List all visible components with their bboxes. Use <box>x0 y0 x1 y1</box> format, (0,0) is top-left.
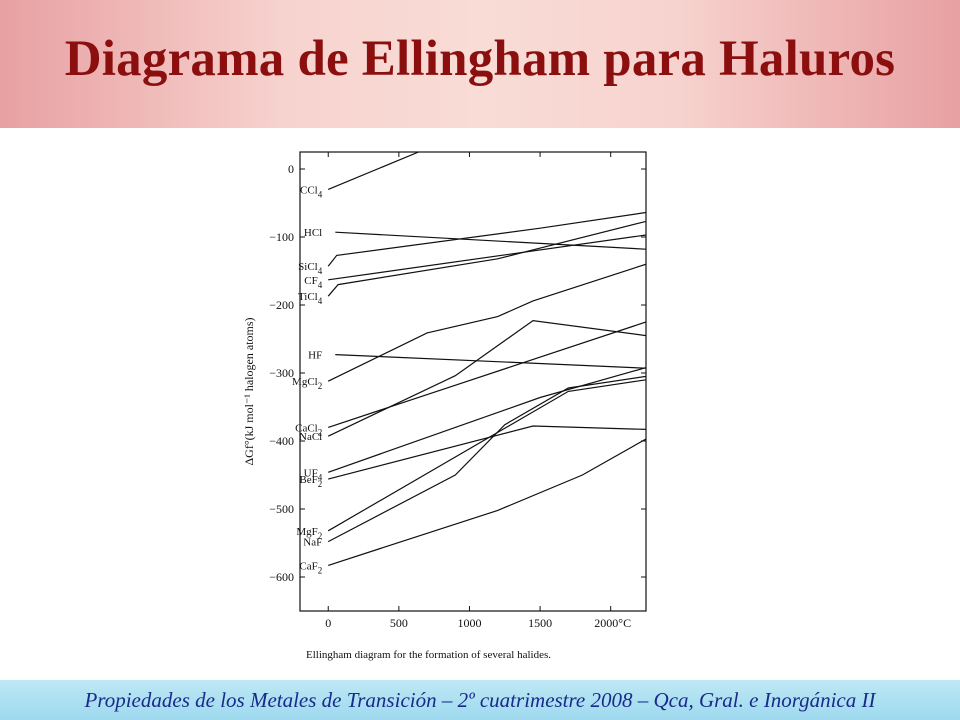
series-label-hcl: HCl <box>304 227 322 239</box>
series-label-ccl4: CCl4 <box>300 184 323 199</box>
series-label-uf4: UF4 <box>304 467 323 482</box>
series-label-cacl2: CaCl2 <box>295 422 322 437</box>
series-label-mgf2: MgF2 <box>296 526 322 541</box>
series-label-main: CF <box>304 275 317 287</box>
series-label-sub: 4 <box>318 296 323 306</box>
y-tick-label: 0 <box>288 162 294 176</box>
series-label-cf4: CF4 <box>304 275 322 290</box>
series-label-sub: 2 <box>318 565 323 575</box>
chart-caption: Ellingham diagram for the formation of s… <box>306 649 551 661</box>
series-label-nacl: NaCl <box>299 431 322 443</box>
series-line-ccl4 <box>327 152 419 190</box>
series-line-caf2 <box>328 438 646 566</box>
series-line-sicl4 <box>327 211 646 267</box>
series-label-main: SiCl <box>298 261 318 273</box>
y-tick-label: −100 <box>269 230 294 244</box>
series-label-main: UF <box>304 467 318 479</box>
series-label-sub: 2 <box>318 381 323 391</box>
x-tick-label: 1000 <box>457 616 481 630</box>
series-label-main: CaCl <box>295 422 318 434</box>
y-tick-label: −600 <box>269 570 294 584</box>
footer-banner: Propiedades de los Metales de Transición… <box>0 680 960 720</box>
series-label-sub: 2 <box>318 479 323 489</box>
series-label-bef2: BeF2 <box>299 474 322 489</box>
series-line-bef2 <box>328 425 646 480</box>
series-label-main: NaCl <box>299 431 322 443</box>
series-line-hcl <box>335 231 646 250</box>
series-label-main: CCl <box>300 184 318 196</box>
series-line-hf <box>335 354 646 369</box>
series-line-cf4 <box>328 234 646 281</box>
series-label-sub: 4 <box>318 472 323 482</box>
series-label-main: HCl <box>304 227 322 239</box>
series-line-ticl4 <box>327 220 646 297</box>
series-line-nacl <box>327 319 646 437</box>
x-tick-label: 2000°C <box>594 616 631 630</box>
series-label-main: NaF <box>303 537 322 549</box>
x-tick-label: 1500 <box>528 616 552 630</box>
x-tick-label: 0 <box>325 616 331 630</box>
y-tick-label: −400 <box>269 434 294 448</box>
y-tick-label: −200 <box>269 298 294 312</box>
series-label-hf: HF <box>308 350 322 362</box>
series-label-sub: 4 <box>318 189 323 199</box>
series-label-main: BeF <box>299 474 317 486</box>
series-label-main: MgF <box>296 526 317 538</box>
series-label-naf: NaF <box>303 537 322 549</box>
footer-text: Propiedades de los Metales de Transición… <box>84 688 876 712</box>
series-label-main: MgCl <box>292 376 318 388</box>
series-label-sub: 2 <box>318 531 323 541</box>
series-label-ticl4: TiCl4 <box>298 291 323 306</box>
y-tick-label: −500 <box>269 502 294 516</box>
slide-title: Diagrama de Ellingham para Haluros <box>64 31 896 87</box>
series-label-main: HF <box>308 350 322 362</box>
series-label-sicl4: SiCl4 <box>298 261 323 276</box>
series-label-sub: 4 <box>318 266 323 276</box>
series-label-mgcl2: MgCl2 <box>292 376 322 391</box>
y-axis-label: ΔGf°(kJ mol⁻¹ halogen atoms) <box>242 317 256 465</box>
series-line-uf4 <box>328 367 646 473</box>
y-tick-label: −300 <box>269 366 294 380</box>
series-line-mgcl2 <box>327 263 646 382</box>
series-line-mgf2 <box>327 379 646 532</box>
title-banner: Diagrama de Ellingham para Haluros <box>0 0 960 128</box>
series-label-sub: 2 <box>318 427 323 437</box>
series-line-cacl2 <box>328 321 646 428</box>
series-label-caf2: CaF2 <box>299 560 322 575</box>
series-label-sub: 4 <box>318 280 323 290</box>
series-label-main: CaF <box>299 560 317 572</box>
series-label-main: TiCl <box>298 291 318 303</box>
x-tick-label: 500 <box>390 616 408 630</box>
series-line-naf <box>327 375 646 543</box>
plot-frame <box>299 151 647 612</box>
